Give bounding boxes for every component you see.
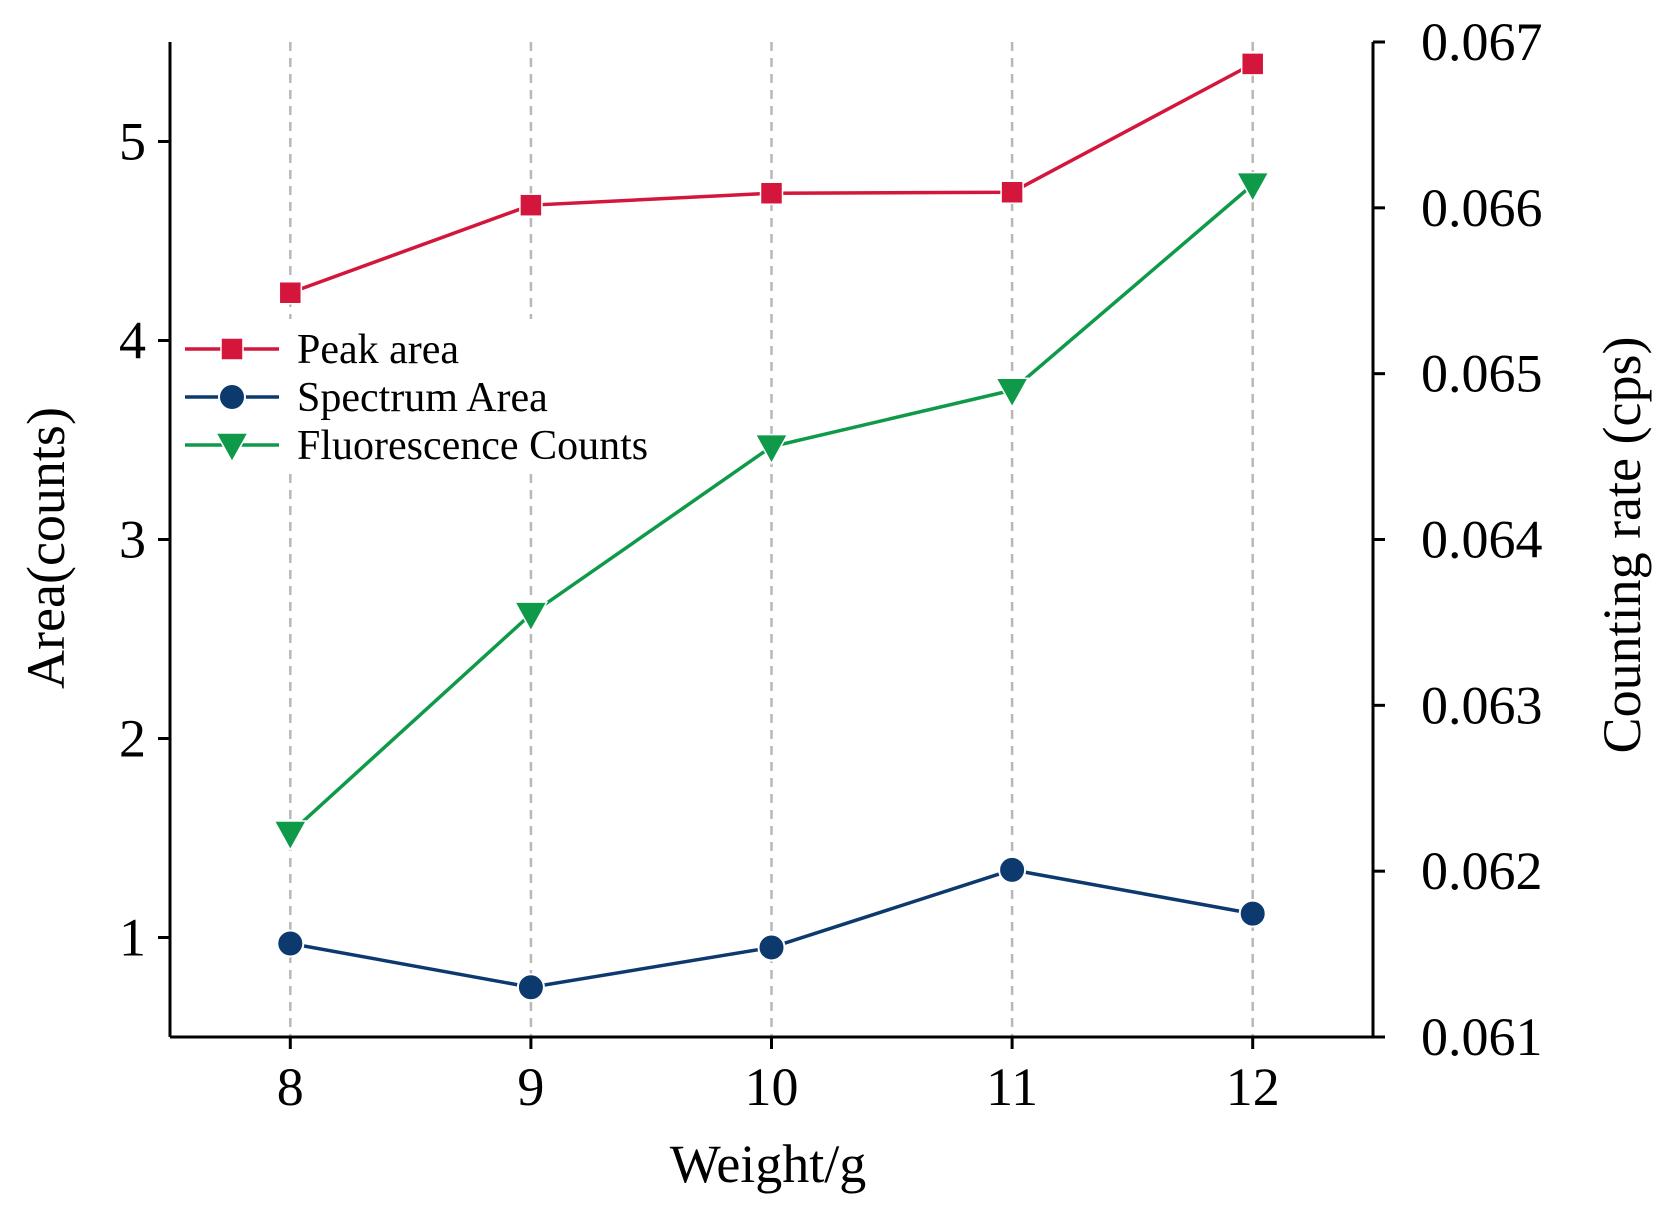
y-right-tick-label-0.063: 0.063 bbox=[1421, 675, 1543, 735]
point-spectrum-area-9 bbox=[516, 973, 545, 1002]
y-right-tick-label-0.065: 0.065 bbox=[1421, 344, 1543, 404]
y-tick-label-1: 1 bbox=[119, 908, 146, 968]
y-tick-label-4: 4 bbox=[119, 311, 146, 371]
point-peak-area-8 bbox=[278, 280, 303, 305]
point-spectrum-area-10 bbox=[757, 933, 786, 962]
point-peak-area-12 bbox=[1240, 52, 1265, 76]
y-right-tick-label-0.067: 0.067 bbox=[1421, 12, 1543, 72]
legend-label-fluorescence-counts: Fluorescence Counts bbox=[297, 423, 648, 469]
y-tick-label-3: 3 bbox=[119, 510, 146, 570]
legend-label-spectrum-area: Spectrum Area bbox=[297, 375, 548, 421]
point-spectrum-area-8 bbox=[276, 929, 305, 958]
y-axis-title: Area(counts) bbox=[16, 407, 76, 689]
point-fluorescence-counts-10 bbox=[754, 433, 789, 465]
x-axis-title: Weight/g bbox=[670, 1134, 867, 1194]
x-tick-label-12: 12 bbox=[1226, 1057, 1280, 1117]
x-tick-label-8: 8 bbox=[277, 1057, 304, 1117]
x-tick-label-10: 10 bbox=[745, 1057, 799, 1117]
point-fluorescence-counts-11 bbox=[994, 377, 1030, 409]
point-spectrum-area-12 bbox=[1238, 899, 1267, 928]
y-right-tick-label-0.066: 0.066 bbox=[1421, 178, 1543, 238]
legend-marker-fluorescence-counts bbox=[214, 432, 250, 464]
legend-label-peak-area: Peak area bbox=[297, 327, 459, 373]
y-tick-label-5: 5 bbox=[119, 112, 146, 172]
series-group bbox=[273, 52, 1270, 1002]
point-spectrum-area-11 bbox=[998, 855, 1027, 884]
y-tick-label-2: 2 bbox=[119, 709, 146, 769]
y-right-tick-label-0.062: 0.062 bbox=[1421, 841, 1543, 901]
legend-marker-spectrum-area bbox=[218, 383, 246, 411]
point-peak-area-11 bbox=[1000, 180, 1024, 204]
point-peak-area-10 bbox=[759, 181, 784, 205]
legend-marker-peak-area bbox=[220, 337, 244, 361]
point-fluorescence-counts-9 bbox=[513, 601, 549, 633]
point-peak-area-9 bbox=[519, 193, 543, 217]
axes: 8 9 10 11 12123450.0610.0620.0630.0640.0650.… bbox=[119, 12, 1543, 1117]
x-tick-label-11: 11 bbox=[986, 1057, 1038, 1117]
point-fluorescence-counts-8 bbox=[273, 820, 308, 852]
point-fluorescence-counts-12 bbox=[1235, 171, 1270, 203]
y-right-tick-label-0.064: 0.064 bbox=[1421, 510, 1543, 570]
x-tick-label-9: 9 bbox=[517, 1057, 544, 1117]
y-axis-right-title: Counting rate (cps) bbox=[1592, 337, 1652, 754]
y-right-tick-label-0.061: 0.061 bbox=[1421, 1007, 1543, 1067]
